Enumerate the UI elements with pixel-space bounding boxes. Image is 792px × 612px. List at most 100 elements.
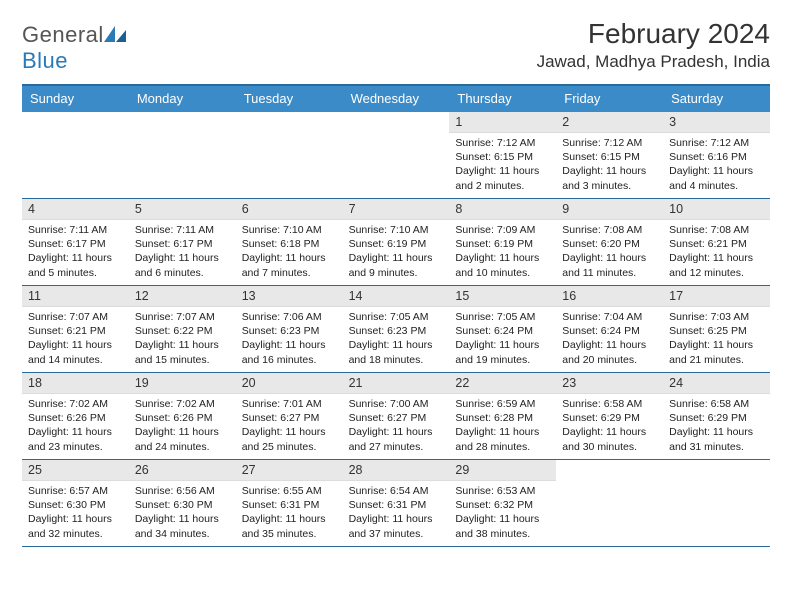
day-number: 27 [236,460,343,481]
day-daylight2: and 10 minutes. [455,266,551,280]
day-daylight2: and 21 minutes. [669,353,765,367]
day-sunset: Sunset: 6:27 PM [349,411,445,425]
day-daylight1: Daylight: 11 hours [349,251,445,265]
day-number: 5 [129,199,236,220]
day-info: Sunrise: 7:00 AMSunset: 6:27 PMDaylight:… [343,394,450,458]
day-daylight2: and 34 minutes. [135,527,231,541]
day-info: Sunrise: 7:07 AMSunset: 6:21 PMDaylight:… [22,307,129,371]
calendar-page: General Blue February 2024 Jawad, Madhya… [0,0,792,547]
calendar-cell: 3Sunrise: 7:12 AMSunset: 6:16 PMDaylight… [663,112,770,198]
page-header: General Blue February 2024 Jawad, Madhya… [22,18,770,74]
day-number: 6 [236,199,343,220]
day-daylight1: Daylight: 11 hours [349,512,445,526]
day-info: Sunrise: 7:08 AMSunset: 6:20 PMDaylight:… [556,220,663,284]
day-sunset: Sunset: 6:17 PM [135,237,231,251]
day-sunrise: Sunrise: 7:12 AM [455,136,551,150]
day-number: 24 [663,373,770,394]
day-daylight1: Daylight: 11 hours [562,251,658,265]
day-number: 29 [449,460,556,481]
day-daylight2: and 15 minutes. [135,353,231,367]
day-number: 17 [663,286,770,307]
logo-sail-icon [104,26,126,42]
day-sunset: Sunset: 6:23 PM [242,324,338,338]
day-number: 16 [556,286,663,307]
day-info: Sunrise: 7:12 AMSunset: 6:15 PMDaylight:… [556,133,663,197]
month-title: February 2024 [537,18,770,50]
day-daylight2: and 11 minutes. [562,266,658,280]
day-info: Sunrise: 7:12 AMSunset: 6:16 PMDaylight:… [663,133,770,197]
day-number-empty [22,112,129,118]
day-daylight2: and 2 minutes. [455,179,551,193]
day-info: Sunrise: 7:09 AMSunset: 6:19 PMDaylight:… [449,220,556,284]
day-daylight1: Daylight: 11 hours [455,164,551,178]
day-daylight2: and 27 minutes. [349,440,445,454]
calendar-cell: 8Sunrise: 7:09 AMSunset: 6:19 PMDaylight… [449,199,556,285]
day-number: 21 [343,373,450,394]
day-sunrise: Sunrise: 7:12 AM [669,136,765,150]
day-info: Sunrise: 7:05 AMSunset: 6:24 PMDaylight:… [449,307,556,371]
calendar-cell [663,460,770,546]
day-daylight2: and 37 minutes. [349,527,445,541]
day-info: Sunrise: 6:54 AMSunset: 6:31 PMDaylight:… [343,481,450,545]
day-info: Sunrise: 7:02 AMSunset: 6:26 PMDaylight:… [129,394,236,458]
day-number: 1 [449,112,556,133]
logo-text-general: General [22,22,104,47]
day-sunset: Sunset: 6:19 PM [455,237,551,251]
day-sunrise: Sunrise: 7:07 AM [135,310,231,324]
day-daylight1: Daylight: 11 hours [455,338,551,352]
day-daylight1: Daylight: 11 hours [455,512,551,526]
day-sunrise: Sunrise: 7:01 AM [242,397,338,411]
day-daylight2: and 5 minutes. [28,266,124,280]
day-number-empty [236,112,343,118]
day-sunrise: Sunrise: 7:07 AM [28,310,124,324]
day-number: 9 [556,199,663,220]
day-info: Sunrise: 7:06 AMSunset: 6:23 PMDaylight:… [236,307,343,371]
calendar-cell [236,112,343,198]
day-sunset: Sunset: 6:16 PM [669,150,765,164]
day-sunset: Sunset: 6:28 PM [455,411,551,425]
day-daylight2: and 38 minutes. [455,527,551,541]
day-sunrise: Sunrise: 7:04 AM [562,310,658,324]
day-daylight1: Daylight: 11 hours [455,251,551,265]
logo: General Blue [22,22,126,74]
day-daylight2: and 30 minutes. [562,440,658,454]
calendar-cell: 28Sunrise: 6:54 AMSunset: 6:31 PMDayligh… [343,460,450,546]
day-number-empty [343,112,450,118]
day-daylight1: Daylight: 11 hours [562,164,658,178]
calendar-cell: 18Sunrise: 7:02 AMSunset: 6:26 PMDayligh… [22,373,129,459]
day-info: Sunrise: 7:04 AMSunset: 6:24 PMDaylight:… [556,307,663,371]
day-number: 28 [343,460,450,481]
day-sunrise: Sunrise: 7:05 AM [455,310,551,324]
day-sunrise: Sunrise: 7:12 AM [562,136,658,150]
day-sunset: Sunset: 6:21 PM [28,324,124,338]
day-sunrise: Sunrise: 7:11 AM [135,223,231,237]
day-sunset: Sunset: 6:20 PM [562,237,658,251]
day-sunrise: Sunrise: 7:02 AM [135,397,231,411]
day-daylight2: and 9 minutes. [349,266,445,280]
day-info: Sunrise: 7:12 AMSunset: 6:15 PMDaylight:… [449,133,556,197]
day-info: Sunrise: 6:57 AMSunset: 6:30 PMDaylight:… [22,481,129,545]
day-daylight1: Daylight: 11 hours [669,251,765,265]
day-info: Sunrise: 7:03 AMSunset: 6:25 PMDaylight:… [663,307,770,371]
day-number: 10 [663,199,770,220]
day-info: Sunrise: 6:55 AMSunset: 6:31 PMDaylight:… [236,481,343,545]
day-sunset: Sunset: 6:25 PM [669,324,765,338]
day-info: Sunrise: 6:58 AMSunset: 6:29 PMDaylight:… [663,394,770,458]
calendar-cell: 16Sunrise: 7:04 AMSunset: 6:24 PMDayligh… [556,286,663,372]
calendar-cell: 17Sunrise: 7:03 AMSunset: 6:25 PMDayligh… [663,286,770,372]
day-daylight2: and 3 minutes. [562,179,658,193]
day-sunrise: Sunrise: 7:02 AM [28,397,124,411]
calendar-cell: 27Sunrise: 6:55 AMSunset: 6:31 PMDayligh… [236,460,343,546]
day-daylight2: and 24 minutes. [135,440,231,454]
day-sunset: Sunset: 6:29 PM [669,411,765,425]
day-daylight2: and 35 minutes. [242,527,338,541]
calendar-cell: 20Sunrise: 7:01 AMSunset: 6:27 PMDayligh… [236,373,343,459]
day-sunset: Sunset: 6:26 PM [135,411,231,425]
calendar-cell: 5Sunrise: 7:11 AMSunset: 6:17 PMDaylight… [129,199,236,285]
day-daylight1: Daylight: 11 hours [349,338,445,352]
day-number-empty [556,460,663,466]
calendar-cell: 15Sunrise: 7:05 AMSunset: 6:24 PMDayligh… [449,286,556,372]
day-daylight2: and 12 minutes. [669,266,765,280]
day-number: 19 [129,373,236,394]
weekday-header-row: Sunday Monday Tuesday Wednesday Thursday… [22,84,770,112]
